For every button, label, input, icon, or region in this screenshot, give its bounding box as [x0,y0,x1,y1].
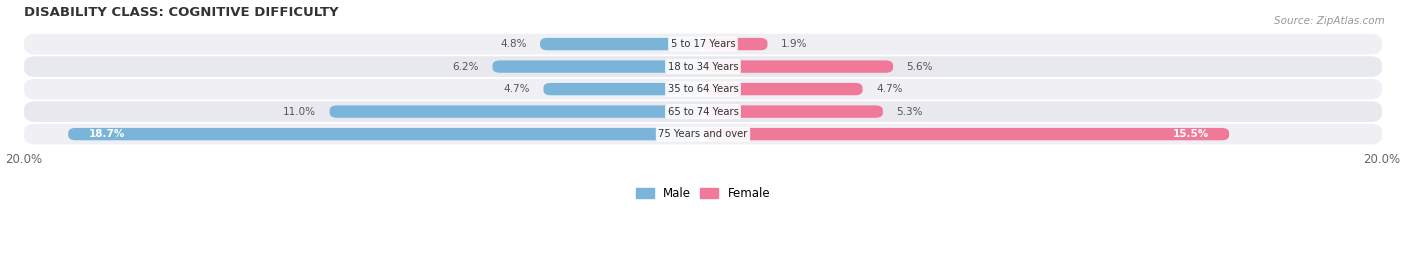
Text: 18.7%: 18.7% [89,129,125,139]
Text: 5.6%: 5.6% [907,62,934,72]
Text: 6.2%: 6.2% [453,62,479,72]
Text: 75 Years and over: 75 Years and over [658,129,748,139]
Text: 15.5%: 15.5% [1173,129,1209,139]
FancyBboxPatch shape [24,34,1382,55]
FancyBboxPatch shape [703,105,883,118]
FancyBboxPatch shape [69,128,703,140]
Text: Source: ZipAtlas.com: Source: ZipAtlas.com [1274,16,1385,26]
FancyBboxPatch shape [24,124,1382,144]
Text: 4.7%: 4.7% [876,84,903,94]
FancyBboxPatch shape [703,60,893,73]
Text: 35 to 64 Years: 35 to 64 Years [668,84,738,94]
FancyBboxPatch shape [703,83,862,95]
FancyBboxPatch shape [24,79,1382,99]
FancyBboxPatch shape [24,56,1382,77]
FancyBboxPatch shape [24,101,1382,122]
FancyBboxPatch shape [703,128,1229,140]
Text: 65 to 74 Years: 65 to 74 Years [668,107,738,117]
Text: 5.3%: 5.3% [897,107,922,117]
Legend: Male, Female: Male, Female [631,183,775,205]
FancyBboxPatch shape [544,83,703,95]
Text: 1.9%: 1.9% [782,39,807,49]
Text: 18 to 34 Years: 18 to 34 Years [668,62,738,72]
Text: DISABILITY CLASS: COGNITIVE DIFFICULTY: DISABILITY CLASS: COGNITIVE DIFFICULTY [24,6,339,19]
FancyBboxPatch shape [492,60,703,73]
FancyBboxPatch shape [703,38,768,50]
FancyBboxPatch shape [329,105,703,118]
Text: 4.7%: 4.7% [503,84,530,94]
Text: 4.8%: 4.8% [501,39,526,49]
FancyBboxPatch shape [540,38,703,50]
Text: 5 to 17 Years: 5 to 17 Years [671,39,735,49]
Text: 11.0%: 11.0% [283,107,316,117]
